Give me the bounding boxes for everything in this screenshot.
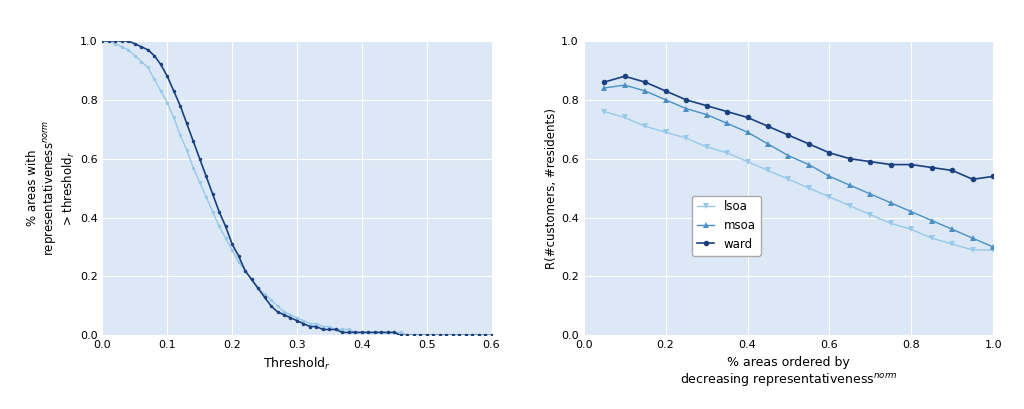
msoa <box>864 191 877 196</box>
ward <box>987 174 999 179</box>
lsoa <box>762 168 774 173</box>
msoa <box>721 121 733 126</box>
msoa <box>987 245 999 249</box>
msoa <box>926 218 938 223</box>
lsoa <box>864 212 877 217</box>
msoa <box>946 227 958 232</box>
lsoa <box>987 247 999 252</box>
lsoa <box>844 203 856 208</box>
ward <box>926 165 938 170</box>
ward <box>700 103 713 108</box>
lsoa <box>967 247 979 252</box>
ward <box>823 151 836 155</box>
ward <box>905 162 918 167</box>
Y-axis label: R(#customers, #residents): R(#customers, #residents) <box>546 108 558 269</box>
X-axis label: Threshold$_r$: Threshold$_r$ <box>263 356 331 372</box>
Legend: lsoa, msoa, ward: lsoa, msoa, ward <box>692 196 761 256</box>
msoa <box>700 112 713 117</box>
ward <box>946 168 958 173</box>
ward <box>762 124 774 129</box>
msoa <box>741 130 754 135</box>
msoa <box>762 142 774 146</box>
msoa <box>967 236 979 240</box>
lsoa <box>598 109 610 114</box>
lsoa <box>639 124 651 129</box>
lsoa <box>905 227 918 232</box>
ward <box>782 133 795 137</box>
ward <box>639 80 651 85</box>
msoa <box>618 83 631 88</box>
lsoa <box>659 130 672 135</box>
ward <box>864 159 877 164</box>
lsoa <box>618 115 631 120</box>
lsoa <box>741 159 754 164</box>
ward <box>967 177 979 182</box>
lsoa <box>700 144 713 149</box>
lsoa <box>885 221 897 226</box>
ward <box>885 162 897 167</box>
lsoa <box>721 151 733 155</box>
Line: ward: ward <box>601 74 996 182</box>
Y-axis label: % areas with
representativeness$^{norm}$
> threshold$_r$: % areas with representativeness$^{norm}$… <box>26 120 77 256</box>
lsoa <box>803 186 815 191</box>
lsoa <box>823 195 836 200</box>
lsoa <box>946 242 958 247</box>
lsoa <box>680 136 692 141</box>
msoa <box>844 183 856 188</box>
ward <box>598 80 610 85</box>
ward <box>844 156 856 161</box>
Line: lsoa: lsoa <box>601 109 996 253</box>
ward <box>721 109 733 114</box>
msoa <box>823 174 836 179</box>
msoa <box>905 209 918 214</box>
msoa <box>803 162 815 167</box>
msoa <box>598 85 610 90</box>
X-axis label: % areas ordered by
decreasing representativeness$^{norm}$: % areas ordered by decreasing representa… <box>680 356 897 389</box>
msoa <box>659 97 672 102</box>
msoa <box>885 200 897 205</box>
ward <box>741 115 754 120</box>
Line: msoa: msoa <box>601 82 996 250</box>
msoa <box>639 88 651 93</box>
msoa <box>782 153 795 158</box>
ward <box>618 74 631 79</box>
msoa <box>680 106 692 111</box>
ward <box>803 142 815 146</box>
lsoa <box>782 177 795 182</box>
ward <box>659 88 672 93</box>
ward <box>680 97 692 102</box>
lsoa <box>926 236 938 240</box>
